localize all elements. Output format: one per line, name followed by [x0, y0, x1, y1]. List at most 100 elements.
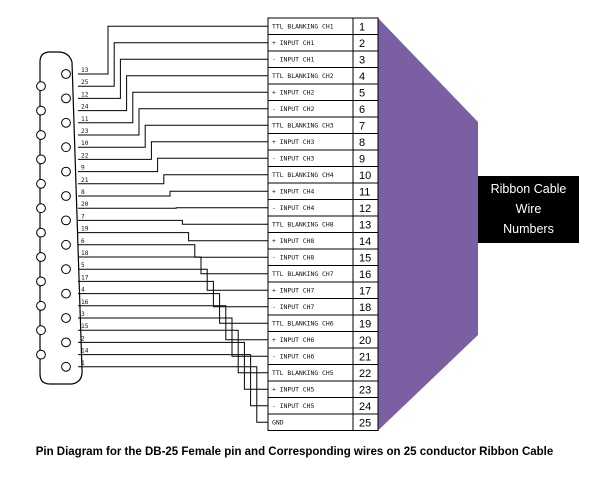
ribbon-label-line: Wire [516, 202, 542, 216]
db25-pin-25 [36, 81, 46, 92]
wire-number-label: 9 [359, 153, 365, 165]
db25-pin-label: 11 [81, 116, 89, 123]
db25-pin-13 [61, 69, 71, 79]
wire-number-label: 8 [359, 137, 365, 149]
db25-pin-2 [61, 337, 71, 348]
db25-pin-label: 13 [81, 67, 89, 74]
signal-table: TTL BLANKING CH1 1 + INPUT CH1 2 - INPUT CH1… [267, 17, 379, 431]
db25-pin-12 [61, 93, 71, 104]
wire-route-22 [78, 329, 268, 374]
signal-label: TTL BLANKING CH4 [272, 171, 334, 179]
wire-number-label: 17 [359, 285, 371, 297]
signal-label: - INPUT CH7 [272, 303, 314, 311]
db25-pin-14 [36, 349, 46, 360]
wire-route-6 [78, 108, 268, 136]
wire-route-15 [78, 244, 268, 258]
db25-pin-label: 12 [81, 91, 89, 98]
db25-pin-18 [36, 252, 46, 262]
signal-label: - INPUT CH5 [272, 402, 314, 410]
wire-route-17 [78, 268, 268, 291]
signal-label: + INPUT CH3 [272, 138, 314, 146]
signal-label: TTL BLANKING CH5 [272, 369, 334, 377]
db25-pin-21 [36, 178, 46, 189]
db25-pin-16 [36, 300, 46, 311]
wire-number-label: 18 [359, 302, 371, 314]
wire-number-label: 5 [359, 87, 365, 99]
db25-pin-label: 21 [81, 177, 89, 184]
db25-pin-5 [61, 264, 71, 275]
db25-pin-label: 3 [81, 311, 85, 318]
wire-number-label: 12 [359, 203, 371, 215]
wire-number-cell [352, 17, 379, 35]
wire-number-label: 15 [359, 252, 371, 264]
wire-number-label: 16 [359, 269, 371, 281]
db25-pin-label: 15 [81, 323, 89, 330]
wire-number-label: 11 [359, 186, 370, 198]
wire-route-24 [78, 354, 268, 407]
wire-number-label: 24 [359, 401, 371, 413]
wire-route-25 [78, 366, 268, 423]
db25-pin-label: 10 [81, 140, 89, 147]
wire-number-label: 14 [359, 236, 371, 248]
db25-pin-3 [61, 313, 71, 323]
wire-routing: 13 25 12 24 11 23 10 22 9 21 8 20 7 19 6 18 5 17 4 16 3 15 2 14… [78, 25, 268, 423]
wire-route-10 [78, 174, 268, 185]
db25-pin-label: 5 [81, 262, 85, 269]
wire-number-label: 4 [359, 71, 365, 83]
wire-route-2 [78, 42, 268, 87]
wire-number-label: 3 [359, 54, 365, 66]
wire-route-4 [78, 75, 268, 112]
db25-pin-label: 24 [81, 104, 89, 111]
db25-pin-label: 8 [81, 189, 85, 196]
db25-pin-label: 19 [81, 226, 89, 233]
signal-label: - INPUT CH1 [272, 56, 314, 64]
db25-pin-label: 7 [81, 213, 85, 220]
wire-route-13 [78, 219, 268, 225]
wire-number-label: 19 [359, 318, 371, 330]
db25-pin-label: 25 [81, 79, 89, 86]
wire-route-9 [78, 157, 268, 173]
db25-pin-9 [61, 166, 71, 177]
wire-route-8 [78, 141, 268, 160]
wire-route-14 [78, 232, 268, 242]
signal-label: + INPUT CH8 [272, 237, 314, 245]
signal-label: TTL BLANKING CH3 [272, 122, 334, 130]
db25-pin-24 [36, 105, 46, 116]
db25-pin-label: 2 [81, 335, 85, 342]
wire-number-cell [352, 83, 379, 101]
wire-route-7 [78, 124, 268, 148]
signal-label: - INPUT CH3 [272, 155, 314, 163]
wire-number-label: 13 [359, 219, 371, 231]
db25-pin-8 [61, 191, 71, 201]
wire-route-20 [78, 305, 268, 341]
wire-number-label: 6 [359, 104, 365, 116]
db25-pin-6 [61, 239, 71, 250]
wire-number-cell [352, 413, 379, 431]
db25-pin-15 [36, 325, 46, 336]
db25-connector [36, 51, 83, 385]
wire-route-19 [78, 293, 268, 324]
signal-label: - INPUT CH2 [272, 105, 314, 113]
signal-label: - INPUT CH6 [272, 353, 314, 361]
db25-pin-label: 9 [81, 165, 85, 172]
wire-route-3 [78, 58, 268, 99]
wire-number-label: 22 [359, 368, 371, 380]
wire-number-label: 21 [359, 351, 371, 363]
wire-number-cell [352, 149, 379, 167]
signal-label: - INPUT CH8 [272, 254, 314, 262]
wire-number-label: 2 [359, 38, 365, 50]
wire-number-cell [352, 67, 379, 85]
db25-pin-label: 6 [81, 238, 85, 245]
db25-pin-label: 17 [81, 274, 89, 281]
db25-pin-23 [36, 130, 46, 140]
signal-label: + INPUT CH5 [272, 386, 314, 394]
db25-pin-4 [61, 288, 71, 299]
db25-pin-label: 4 [81, 287, 85, 294]
wire-number-cell [352, 50, 379, 68]
db25-pin-7 [61, 215, 71, 226]
wire-number-cell [352, 34, 379, 52]
db25-pin-label: 16 [81, 299, 89, 306]
diagram-caption: Pin Diagram for the DB-25 Female pin and… [35, 446, 554, 458]
ribbon-cable [378, 18, 478, 431]
